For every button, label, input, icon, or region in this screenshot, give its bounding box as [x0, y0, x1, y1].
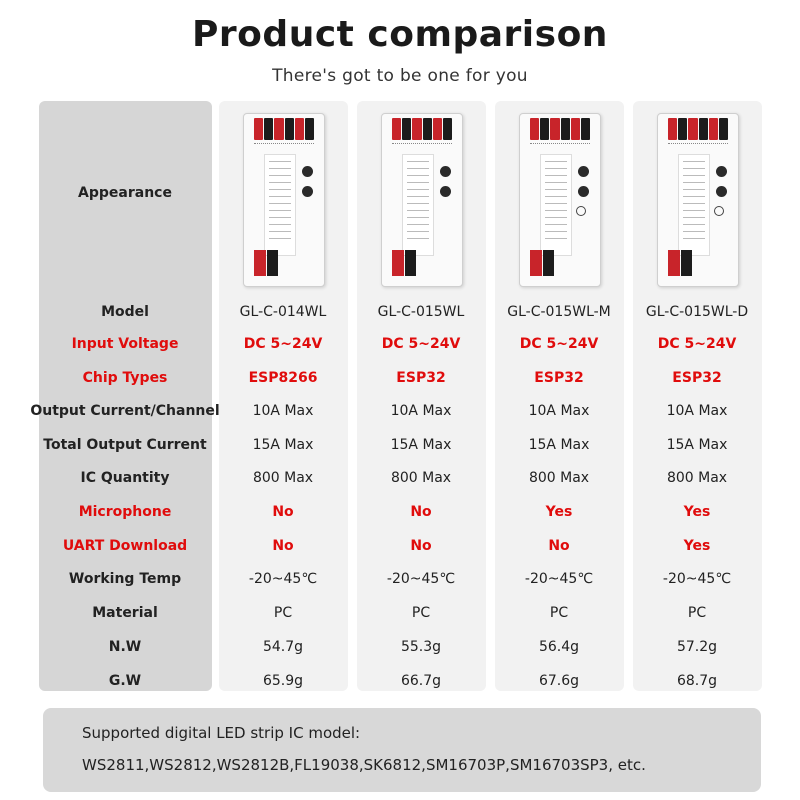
cell-chip-type-1: ESP8266 — [248, 370, 318, 386]
cell-gw-2: 66.7g — [400, 673, 442, 689]
button-icon — [578, 186, 589, 197]
row-label-total-current: Total Output Current — [43, 437, 207, 453]
page-title: Product comparison — [192, 14, 608, 55]
button-icon — [302, 186, 313, 197]
cell-model-3: GL-C-015WL-M — [507, 304, 611, 320]
row-label-temp: Working Temp — [68, 571, 182, 587]
cell-material-3: PC — [549, 605, 569, 621]
cell-microphone-4: Yes — [683, 504, 711, 520]
cell-chip-type-3: ESP32 — [534, 370, 584, 386]
cell-gw-4: 68.7g — [676, 673, 718, 689]
cell-total-current-4: 15A Max — [666, 437, 728, 453]
power-terminal — [254, 250, 278, 276]
cell-total-current-3: 15A Max — [528, 437, 590, 453]
cell-ic-quantity-3: 800 Max — [528, 470, 590, 486]
cell-ic-quantity-2: 800 Max — [390, 470, 452, 486]
cell-uart-3: No — [548, 538, 570, 554]
cell-nw-4: 57.2g — [676, 639, 718, 655]
row-label-nw: N.W — [108, 639, 142, 655]
cell-nw-1: 54.7g — [262, 639, 304, 655]
cell-temp-2: -20~45℃ — [386, 571, 456, 587]
controller-image-1 — [243, 113, 325, 287]
controller-image-3 — [519, 113, 601, 287]
power-terminal — [392, 250, 416, 276]
output-terminal — [254, 118, 315, 140]
cell-output-current-4: 10A Max — [666, 403, 728, 419]
cell-chip-type-4: ESP32 — [672, 370, 722, 386]
supported-ic-title: Supported digital LED strip IC model: — [82, 724, 361, 742]
button-icon — [302, 166, 313, 177]
cell-model-2: GL-C-015WL — [377, 304, 465, 320]
cell-temp-1: -20~45℃ — [248, 571, 318, 587]
cell-input-voltage-1: DC 5~24V — [243, 336, 323, 352]
cell-input-voltage-2: DC 5~24V — [381, 336, 461, 352]
output-terminal — [530, 118, 591, 140]
cell-nw-2: 55.3g — [400, 639, 442, 655]
cell-uart-4: Yes — [683, 538, 711, 554]
button-icon — [716, 186, 727, 197]
row-label-model: Model — [101, 304, 149, 320]
controller-image-2 — [381, 113, 463, 287]
controller-image-4 — [657, 113, 739, 287]
product-label — [402, 154, 434, 256]
button-icon — [440, 186, 451, 197]
row-label-appearance: Appearance — [78, 185, 172, 201]
row-label-input-voltage: Input Voltage — [71, 336, 179, 352]
cell-material-2: PC — [411, 605, 431, 621]
cell-temp-4: -20~45℃ — [662, 571, 732, 587]
cell-output-current-1: 10A Max — [252, 403, 314, 419]
product-label — [678, 154, 710, 256]
row-label-output-current: Output Current/Channel — [30, 403, 220, 419]
microphone-icon — [714, 206, 724, 216]
cell-model-1: GL-C-014WL — [239, 304, 327, 320]
cell-gw-3: 67.6g — [538, 673, 580, 689]
row-label-gw: G.W — [108, 673, 142, 689]
row-label-chip-types: Chip Types — [82, 370, 168, 386]
output-terminal — [392, 118, 453, 140]
cell-uart-2: No — [410, 538, 432, 554]
power-terminal — [668, 250, 692, 276]
cell-total-current-1: 15A Max — [252, 437, 314, 453]
cell-input-voltage-4: DC 5~24V — [657, 336, 737, 352]
cell-microphone-2: No — [410, 504, 432, 520]
cell-output-current-2: 10A Max — [390, 403, 452, 419]
cell-temp-3: -20~45℃ — [524, 571, 594, 587]
button-icon — [716, 166, 727, 177]
cell-microphone-3: Yes — [545, 504, 573, 520]
cell-uart-1: No — [272, 538, 294, 554]
cell-material-4: PC — [687, 605, 707, 621]
cell-nw-3: 56.4g — [538, 639, 580, 655]
cell-gw-1: 65.9g — [262, 673, 304, 689]
cell-input-voltage-3: DC 5~24V — [519, 336, 599, 352]
row-label-ic-quantity: IC Quantity — [80, 470, 170, 486]
power-terminal — [530, 250, 554, 276]
cell-model-4: GL-C-015WL-D — [645, 304, 749, 320]
cell-microphone-1: No — [272, 504, 294, 520]
microphone-icon — [576, 206, 586, 216]
supported-ic-box — [43, 708, 761, 792]
cell-total-current-2: 15A Max — [390, 437, 452, 453]
row-label-uart: UART Download — [62, 538, 188, 554]
button-icon — [578, 166, 589, 177]
output-terminal — [668, 118, 729, 140]
page-subtitle: There's got to be one for you — [272, 66, 528, 86]
button-icon — [440, 166, 451, 177]
row-label-material: Material — [92, 605, 158, 621]
supported-ic-list: WS2811,WS2812,WS2812B,FL19038,SK6812,SM1… — [82, 756, 646, 774]
cell-output-current-3: 10A Max — [528, 403, 590, 419]
product-label — [540, 154, 572, 256]
cell-chip-type-2: ESP32 — [396, 370, 446, 386]
cell-ic-quantity-1: 800 Max — [252, 470, 314, 486]
cell-material-1: PC — [273, 605, 293, 621]
row-label-microphone: Microphone — [78, 504, 172, 520]
cell-ic-quantity-4: 800 Max — [666, 470, 728, 486]
product-label — [264, 154, 296, 256]
row-labels-panel — [39, 101, 212, 691]
